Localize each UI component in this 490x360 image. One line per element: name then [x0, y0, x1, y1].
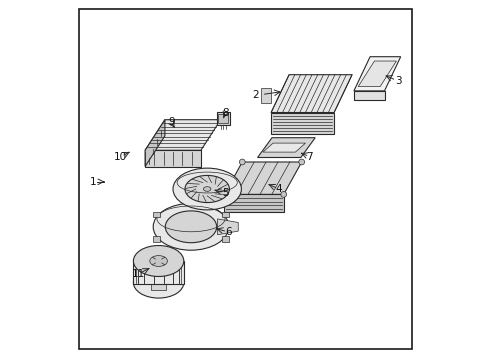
- Polygon shape: [145, 150, 201, 166]
- Text: 5: 5: [222, 188, 228, 198]
- Polygon shape: [354, 57, 401, 91]
- Text: 6: 6: [225, 227, 232, 237]
- Text: 7: 7: [306, 152, 313, 162]
- Ellipse shape: [185, 175, 229, 203]
- Circle shape: [299, 159, 305, 165]
- Ellipse shape: [133, 246, 184, 276]
- Ellipse shape: [203, 187, 211, 191]
- Text: 4: 4: [276, 184, 283, 194]
- Text: 2: 2: [252, 90, 259, 100]
- Bar: [217, 112, 230, 125]
- Circle shape: [281, 192, 287, 197]
- Ellipse shape: [165, 211, 217, 243]
- Bar: [153, 212, 160, 217]
- Polygon shape: [271, 75, 352, 112]
- Polygon shape: [218, 219, 238, 235]
- Text: 10: 10: [114, 152, 127, 162]
- Circle shape: [221, 192, 227, 197]
- Bar: [133, 261, 184, 284]
- Bar: [222, 236, 229, 242]
- Text: 11: 11: [132, 269, 146, 279]
- Text: 9: 9: [168, 117, 174, 127]
- Ellipse shape: [153, 203, 229, 250]
- Polygon shape: [263, 143, 305, 152]
- Bar: [219, 114, 228, 123]
- Ellipse shape: [133, 267, 184, 298]
- Bar: [151, 283, 166, 290]
- Bar: [153, 236, 160, 242]
- Ellipse shape: [173, 168, 242, 210]
- Polygon shape: [358, 61, 396, 86]
- Bar: [222, 212, 229, 217]
- Text: 8: 8: [222, 108, 228, 118]
- Polygon shape: [224, 194, 284, 212]
- Text: 3: 3: [394, 76, 401, 86]
- Circle shape: [240, 159, 245, 165]
- Ellipse shape: [150, 256, 168, 266]
- Text: 1: 1: [90, 177, 97, 187]
- Polygon shape: [224, 162, 302, 194]
- Polygon shape: [271, 112, 334, 134]
- FancyBboxPatch shape: [261, 88, 271, 103]
- Polygon shape: [354, 91, 385, 100]
- Polygon shape: [258, 138, 315, 158]
- Polygon shape: [145, 120, 165, 166]
- Polygon shape: [145, 120, 220, 150]
